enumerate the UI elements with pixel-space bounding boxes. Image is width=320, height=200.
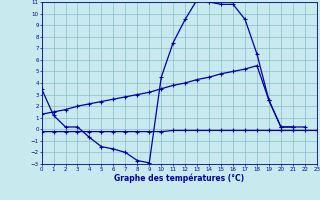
X-axis label: Graphe des températures (°C): Graphe des températures (°C) [114, 173, 244, 183]
